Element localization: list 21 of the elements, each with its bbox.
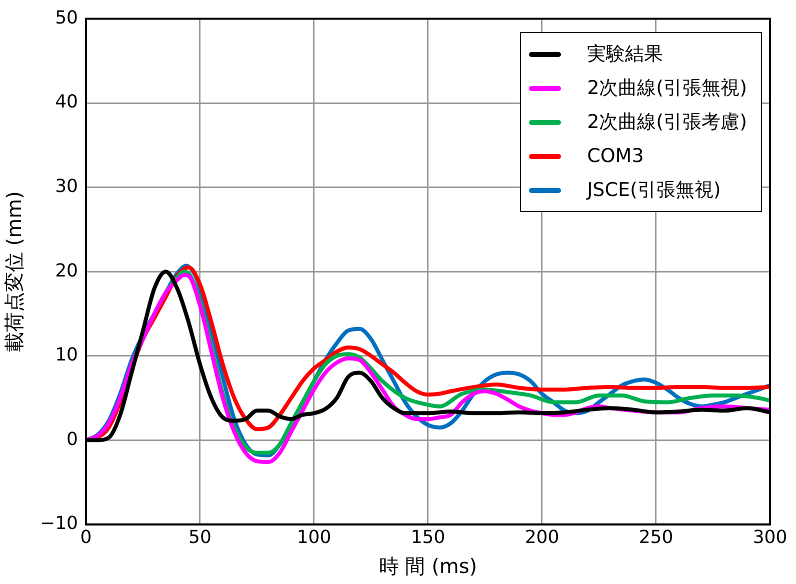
x-tick-label: 200 [524,526,560,548]
y-tick-label: 20 [55,260,78,282]
y-tick-label: 40 [55,92,78,113]
x-tick-label: 50 [188,526,212,548]
legend-label: 実験結果 [587,42,664,67]
x-tick-label: 250 [638,526,674,548]
y-tick-label: −10 [40,513,78,534]
y-tick-label: 50 [55,7,78,28]
legend-label: 2次曲線(引張考慮) [587,110,747,135]
y-tick-label: 10 [55,344,78,366]
legend-label: COM3 [587,145,644,167]
y-axis-title: 載荷点変位 (mm) [2,191,26,352]
x-tick-label: 0 [80,526,92,548]
x-tick-label: 150 [410,526,446,548]
y-tick-label: 30 [55,176,78,198]
y-tick-label: 0 [66,428,78,450]
x-axis-title: 時 間 (ms) [378,554,478,578]
legend-label: 2次曲線(引張無視) [587,76,747,101]
legend-label: JSCE(引張無視) [587,178,721,203]
x-tick-label: 300 [752,526,788,548]
x-tick-label: 100 [296,526,332,548]
